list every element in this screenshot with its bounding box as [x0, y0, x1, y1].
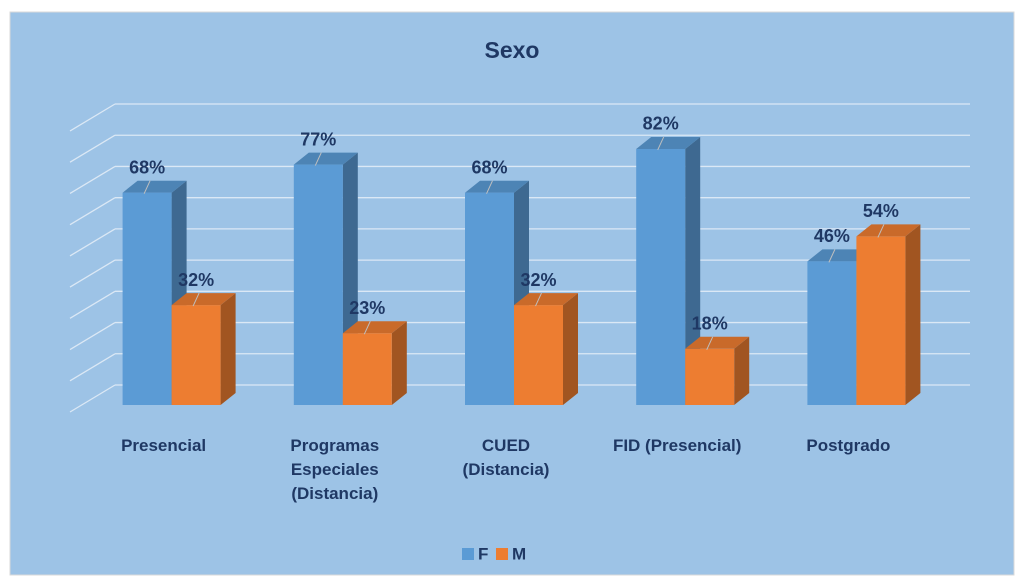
bar-top [807, 249, 872, 262]
leader-line [192, 292, 200, 307]
bar [514, 293, 578, 405]
bar-front [171, 305, 221, 405]
bar-top [636, 136, 701, 149]
x-tick-label: Postgrado [806, 436, 891, 455]
data-label: 46% [814, 226, 850, 246]
bar-front [856, 236, 906, 405]
bar [856, 224, 921, 405]
leader-line [486, 180, 493, 194]
legend-swatch [496, 548, 508, 560]
legend-label: M [512, 544, 526, 563]
data-label: 82% [643, 114, 679, 134]
legend-swatch [462, 548, 474, 560]
bar-side [734, 336, 750, 405]
grid-line-side [69, 134, 116, 163]
leader-line [535, 292, 542, 307]
bar-front [465, 192, 514, 405]
grid-line-side [69, 228, 116, 257]
grid-line-side [69, 353, 116, 382]
data-label: 32% [520, 270, 556, 290]
leader-line [657, 136, 665, 151]
bar [685, 336, 750, 405]
bar [122, 180, 187, 405]
bar-front [514, 305, 563, 405]
bar-side [905, 224, 921, 405]
x-tick-label: CUED (Distancia) [462, 436, 550, 479]
bar [171, 293, 236, 405]
grid-line-side [69, 321, 116, 351]
leader-line [314, 152, 322, 166]
x-tick-label: Programas Especiales (Distancia) [290, 436, 380, 503]
bar-top [342, 321, 407, 334]
data-label: 18% [692, 314, 728, 334]
x-tick-label: Presencial [121, 436, 207, 455]
chart-title: Sexo [485, 37, 540, 63]
bar-front [685, 348, 735, 405]
leader-line [363, 320, 371, 335]
bar-side [563, 293, 578, 405]
data-label: 68% [471, 157, 507, 177]
legend-label: F [478, 544, 488, 563]
data-label: 68% [129, 157, 165, 177]
bar-side [220, 293, 236, 405]
grid-line-side [69, 197, 116, 226]
data-label: 77% [300, 129, 336, 149]
bar-top [171, 293, 236, 306]
grid-line-side [69, 259, 116, 288]
bar-front [293, 164, 343, 405]
grid-line-side [69, 103, 116, 132]
bar [342, 321, 407, 405]
grid-line-side [69, 165, 116, 195]
bar-front [342, 333, 392, 405]
bar-front [122, 192, 172, 405]
leader-line [877, 224, 885, 238]
grid-line-side [69, 384, 116, 413]
leader-line [828, 249, 836, 263]
bar [636, 136, 701, 405]
leader-line [143, 180, 151, 194]
leader-line [706, 336, 714, 351]
bar-front [807, 261, 857, 405]
x-tick-label: FID (Presencial) [612, 436, 742, 455]
bar-side [391, 321, 407, 405]
data-label: 23% [349, 298, 385, 318]
bar-top [465, 180, 529, 193]
bar-top [514, 293, 578, 306]
bar-top [293, 152, 358, 165]
bar-top [122, 180, 187, 193]
bar-top [856, 224, 921, 237]
data-label: 32% [178, 270, 214, 290]
bar [293, 152, 358, 405]
bar-side [685, 136, 701, 405]
grid-line-side [69, 290, 116, 319]
bar-front [636, 148, 686, 405]
bar-top [685, 336, 750, 349]
data-label: 54% [863, 201, 899, 221]
